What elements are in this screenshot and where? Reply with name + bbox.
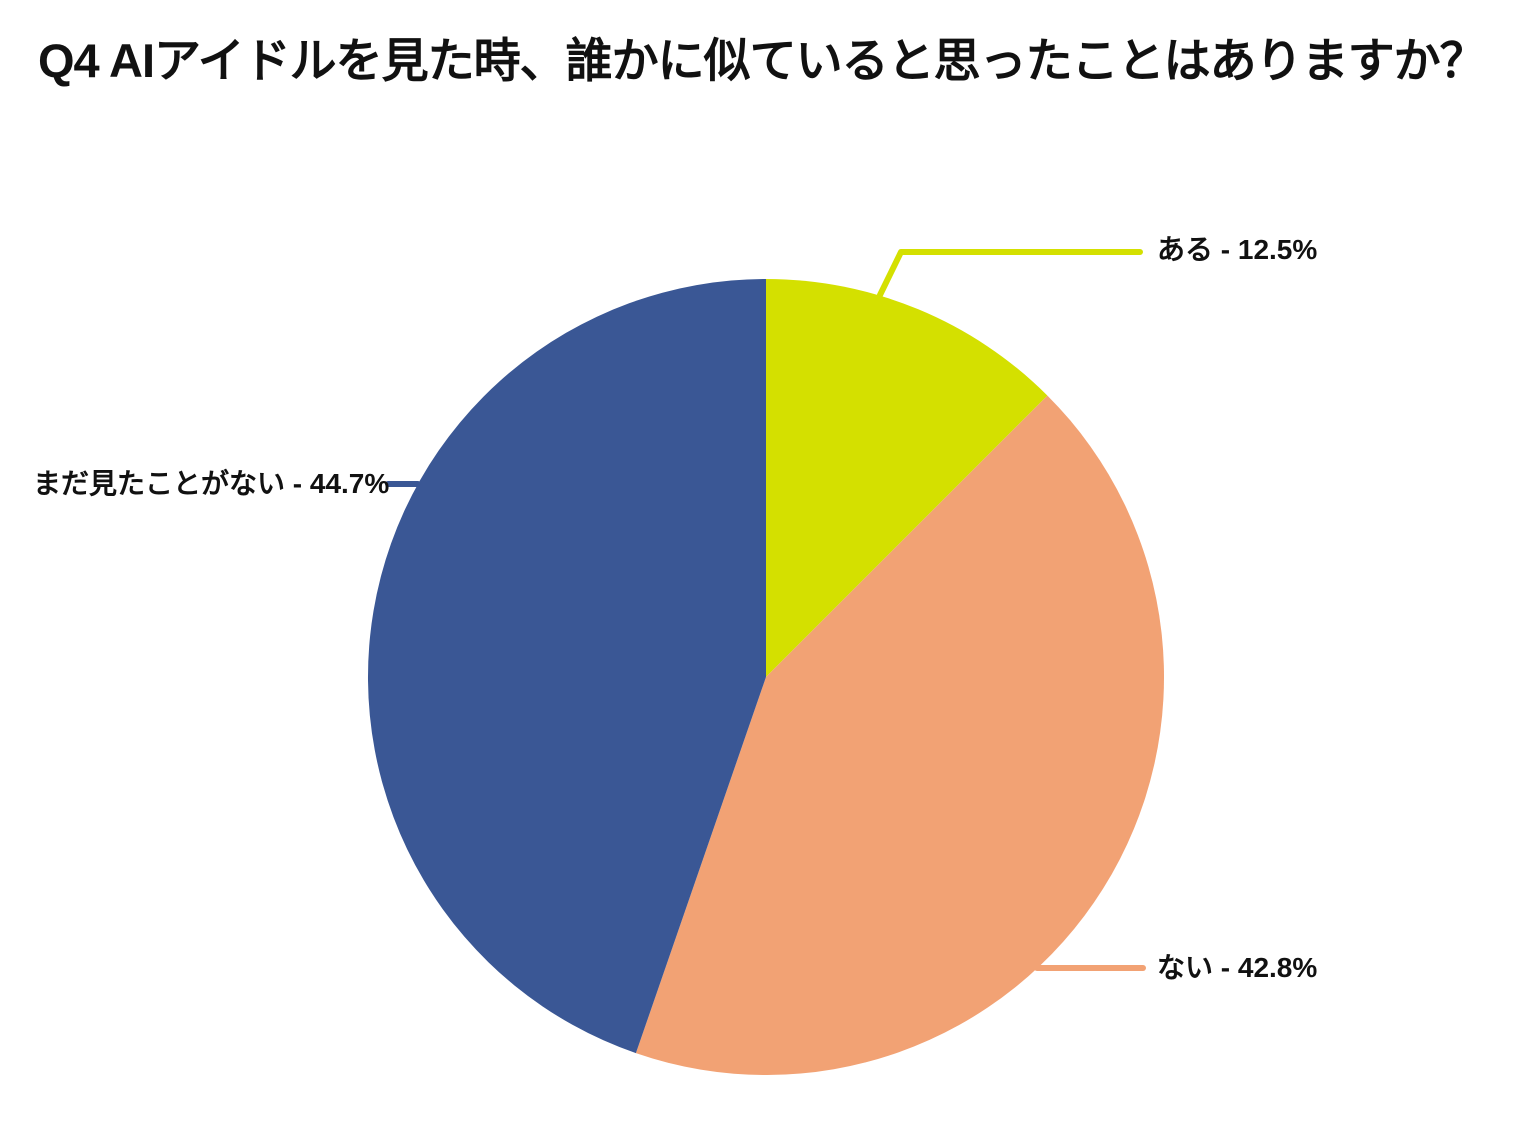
pie-slice-2: [367, 278, 766, 1054]
leader-line-aru: [877, 249, 1143, 298]
chart-title: Q4 AIアイドルを見た時、誰かに似ていると思ったことはありますか？: [38, 34, 1487, 87]
pie-slice-1: [635, 395, 1165, 1076]
pie-slices: [367, 278, 1165, 1076]
slice-label-mada-mita-koto-ga-nai: まだ見たことがない - 44.7%: [33, 468, 390, 499]
pie-slice-0: [766, 279, 1048, 677]
slice-label-nai: ない - 42.8%: [1157, 952, 1318, 983]
slice-label-aru: ある - 12.5%: [1157, 234, 1318, 265]
